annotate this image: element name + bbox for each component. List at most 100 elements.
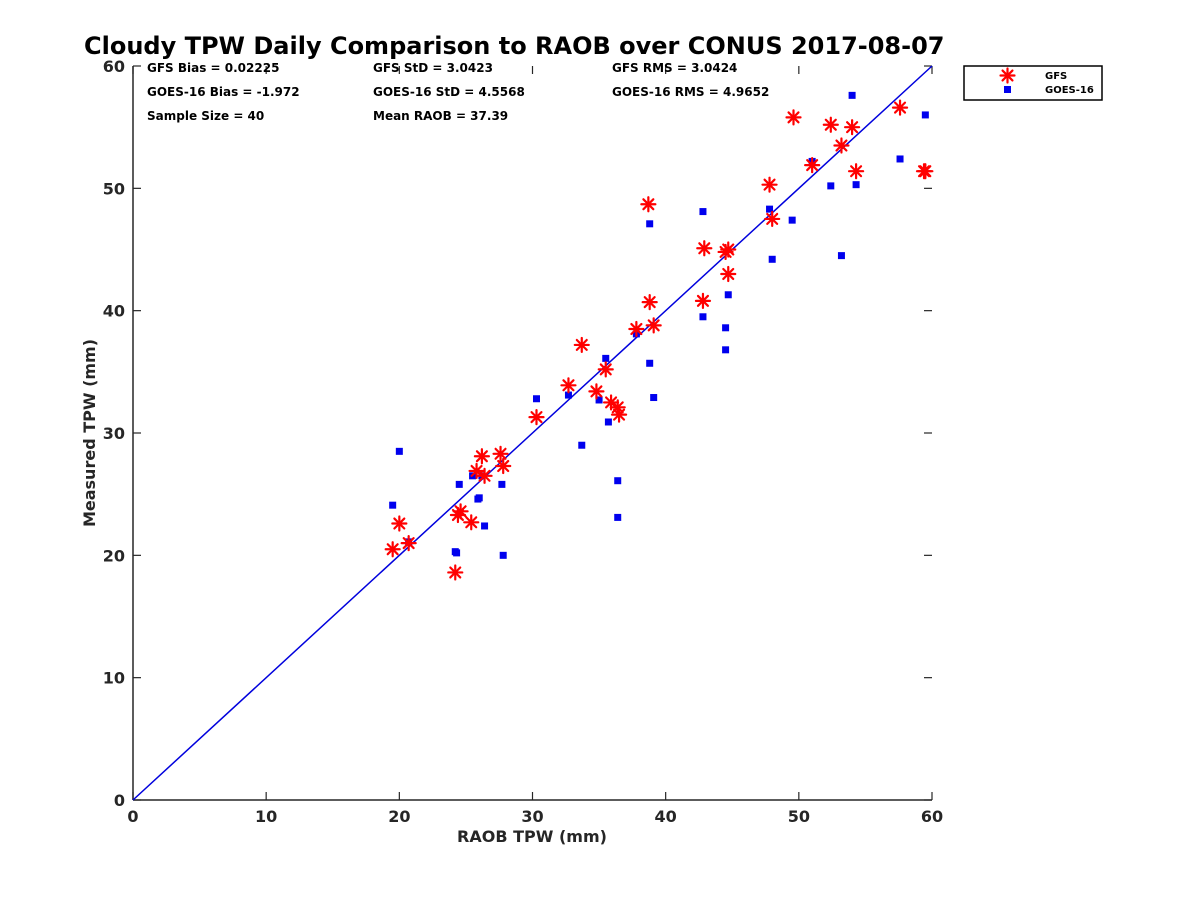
- gfs-point: [891, 99, 909, 116]
- gfs-point: [694, 292, 712, 309]
- goes16-point: [646, 220, 654, 228]
- x-tick-label: 10: [255, 807, 277, 826]
- gfs-point: [645, 317, 662, 334]
- stat-gfs-bias: GFS Bias = 0.02225: [147, 61, 279, 75]
- gfs-point: [597, 361, 614, 378]
- chart-title: Cloudy TPW Daily Comparison to RAOB over…: [84, 32, 944, 60]
- goes16-point: [722, 346, 730, 354]
- x-tick-label: 40: [655, 807, 677, 826]
- legend-goes-label: GOES-16: [1045, 85, 1094, 96]
- goes16-point: [921, 111, 929, 119]
- y-axis-label: Measured TPW (mm): [80, 339, 99, 527]
- legend-gfs-asterisk: [999, 67, 1016, 84]
- gfs-point: [641, 294, 658, 311]
- gfs-point: [720, 265, 737, 283]
- stat-mean-raob: Mean RAOB = 37.39: [373, 109, 508, 123]
- gfs-point: [847, 163, 865, 180]
- gfs-point: [833, 137, 850, 154]
- goes16-point: [788, 216, 796, 224]
- goes16-point: [646, 359, 654, 367]
- goes16-point: [614, 477, 622, 485]
- gfs-point: [391, 515, 408, 532]
- goes16-point: [595, 396, 603, 404]
- gfs-point: [452, 503, 469, 520]
- stat-gfs-std: GFS StD = 3.0423: [373, 61, 493, 75]
- goes16-point: [453, 549, 461, 557]
- legend-gfs-marker: [999, 67, 1016, 84]
- stat-sample-size: Sample Size = 40: [147, 109, 264, 123]
- x-tick-label: 0: [127, 807, 138, 826]
- y-tick-label: 20: [103, 546, 125, 565]
- goes16-point: [602, 354, 610, 362]
- data-points: [384, 91, 934, 581]
- goes16-point: [768, 255, 776, 263]
- goes16-point: [455, 480, 463, 488]
- gfs-point: [495, 457, 512, 475]
- gfs-point: [400, 534, 417, 552]
- stat-gfs-rms: GFS RMS = 3.0424: [612, 61, 737, 75]
- x-tick-label: 50: [788, 807, 810, 826]
- goes16-point: [699, 208, 707, 216]
- goes16-point: [578, 441, 586, 449]
- one-to-one-line: [132, 65, 933, 801]
- gfs-point: [720, 241, 737, 258]
- gfs-point: [628, 320, 645, 338]
- y-tick-label: 10: [103, 669, 125, 688]
- legend-goes-marker: [1004, 86, 1011, 93]
- ticks: 0 10 20 30 40 50 60 0 10 20 30 40 50 60: [103, 57, 943, 826]
- goes16-point: [532, 395, 540, 403]
- gfs-point: [476, 467, 493, 484]
- goes16-point: [852, 181, 860, 189]
- goes16-point: [498, 480, 506, 488]
- goes16-point: [837, 252, 845, 260]
- x-tick-label: 60: [921, 807, 943, 826]
- gfs-point: [610, 406, 628, 423]
- gfs-point: [588, 383, 605, 400]
- stat-goes-rms: GOES-16 RMS = 4.9652: [612, 85, 769, 99]
- goes16-point: [699, 313, 707, 321]
- gfs-point: [761, 176, 778, 193]
- goes16-point: [722, 324, 730, 332]
- gfs-point: [384, 541, 401, 558]
- legend-gfs-label: GFS: [1045, 71, 1067, 82]
- goes16-point: [564, 391, 572, 399]
- stat-goes-std: GOES-16 StD = 4.5568: [373, 85, 525, 99]
- x-tick-label: 30: [521, 807, 543, 826]
- gfs-point: [822, 116, 839, 133]
- goes16-point: [827, 182, 835, 190]
- gfs-point: [573, 336, 590, 354]
- goes16-point: [481, 522, 489, 530]
- legend: GFS GOES-16: [963, 65, 1103, 101]
- gfs-point: [492, 445, 509, 462]
- goes16-point: [475, 494, 483, 502]
- gfs-point: [915, 163, 933, 180]
- stat-goes-bias: GOES-16 Bias = -1.972: [147, 85, 300, 99]
- goes16-point: [614, 513, 622, 521]
- goes16-point: [848, 91, 856, 99]
- goes16-point: [896, 155, 904, 163]
- goes16-point: [499, 551, 507, 559]
- y-tick-label: 40: [103, 302, 125, 321]
- goes16-point: [395, 447, 403, 455]
- gfs-point: [528, 408, 545, 426]
- gfs-point: [696, 240, 713, 257]
- gfs-point: [560, 377, 577, 394]
- gfs-point: [463, 514, 480, 531]
- gfs-point: [640, 196, 657, 213]
- goes16-point: [724, 291, 732, 299]
- y-tick-label: 0: [114, 791, 125, 810]
- gfs-point: [473, 448, 490, 465]
- goes16-point: [389, 501, 397, 509]
- y-tick-label: 60: [103, 57, 125, 76]
- x-tick-label: 20: [388, 807, 410, 826]
- goes16-point: [604, 418, 612, 426]
- x-axis-label: RAOB TPW (mm): [457, 827, 607, 846]
- gfs-point: [447, 564, 464, 581]
- goes16-point: [650, 394, 658, 402]
- gfs-point: [785, 109, 802, 126]
- goes16-point: [766, 205, 774, 213]
- gfs-point: [843, 119, 861, 136]
- gfs-point: [804, 156, 821, 174]
- legend-box: [963, 65, 1103, 101]
